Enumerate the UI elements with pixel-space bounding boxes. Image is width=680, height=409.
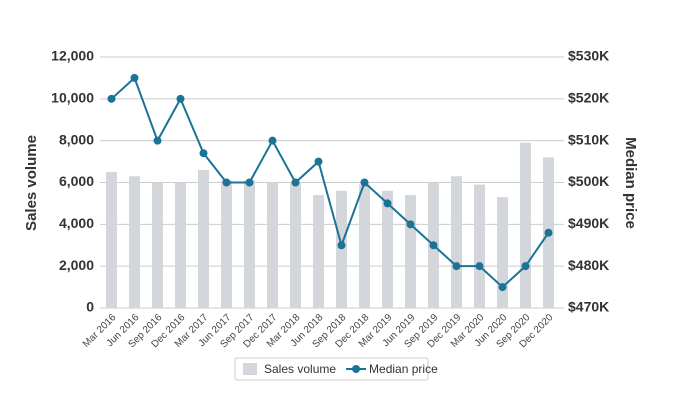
legend-box: [234, 357, 429, 381]
y-tick-label: 2,000: [59, 257, 94, 273]
bar: [474, 184, 485, 308]
marker: [291, 178, 300, 187]
grid: [100, 56, 560, 309]
bar: [497, 197, 508, 308]
marker: [314, 157, 323, 166]
y-tick-label: 4,000: [59, 215, 94, 231]
y2-tick-label: $510K: [568, 131, 609, 147]
bar: [359, 184, 370, 308]
bar: [382, 190, 393, 308]
legend-swatch: [352, 365, 361, 373]
y2-tick-label: $490K: [568, 215, 609, 231]
y-axis-title: Sales volume: [23, 135, 40, 231]
legend-label: Sales volume: [264, 362, 336, 376]
marker: [383, 199, 392, 208]
marker: [406, 220, 415, 229]
marker: [429, 241, 438, 250]
bar: [129, 176, 140, 308]
marker: [199, 149, 208, 158]
bar: [175, 182, 186, 308]
bar: [106, 172, 117, 308]
marker: [107, 94, 116, 103]
bar: [221, 180, 232, 308]
y2-tick-label: $530K: [568, 48, 609, 64]
marker: [176, 94, 185, 103]
marker: [130, 73, 139, 82]
legend-label: Median price: [369, 362, 438, 376]
bar: [198, 169, 209, 308]
marker: [222, 178, 231, 187]
bar: [313, 195, 324, 308]
marker: [268, 136, 277, 145]
y-tick-label: 6,000: [59, 173, 94, 189]
y2-tick-label: $520K: [568, 90, 609, 106]
marker: [475, 262, 484, 271]
marker: [360, 178, 369, 187]
y2-tick-label: $470K: [568, 299, 609, 315]
marker: [153, 136, 162, 145]
y-tick-label: 8,000: [59, 131, 94, 147]
bar: [520, 142, 531, 308]
y2-tick-label: $500K: [568, 173, 609, 189]
marker: [498, 283, 507, 292]
marker: [337, 241, 346, 250]
marker: [452, 262, 461, 271]
bar: [267, 182, 278, 308]
marker: [245, 178, 254, 187]
bar: [405, 195, 416, 308]
y-tick-label: 12,000: [51, 48, 94, 64]
marker: [521, 262, 530, 271]
y2-tick-label: $480K: [568, 257, 609, 273]
bar: [336, 190, 347, 308]
y-tick-label: 0: [86, 299, 94, 315]
bar: [152, 182, 163, 308]
marker: [544, 228, 553, 237]
bar: [451, 176, 462, 308]
bar: [244, 180, 255, 308]
legend-swatch: [243, 363, 257, 375]
y-tick-label: 10,000: [51, 90, 94, 106]
bar: [290, 182, 301, 308]
y2-axis-title: Median price: [622, 137, 639, 229]
